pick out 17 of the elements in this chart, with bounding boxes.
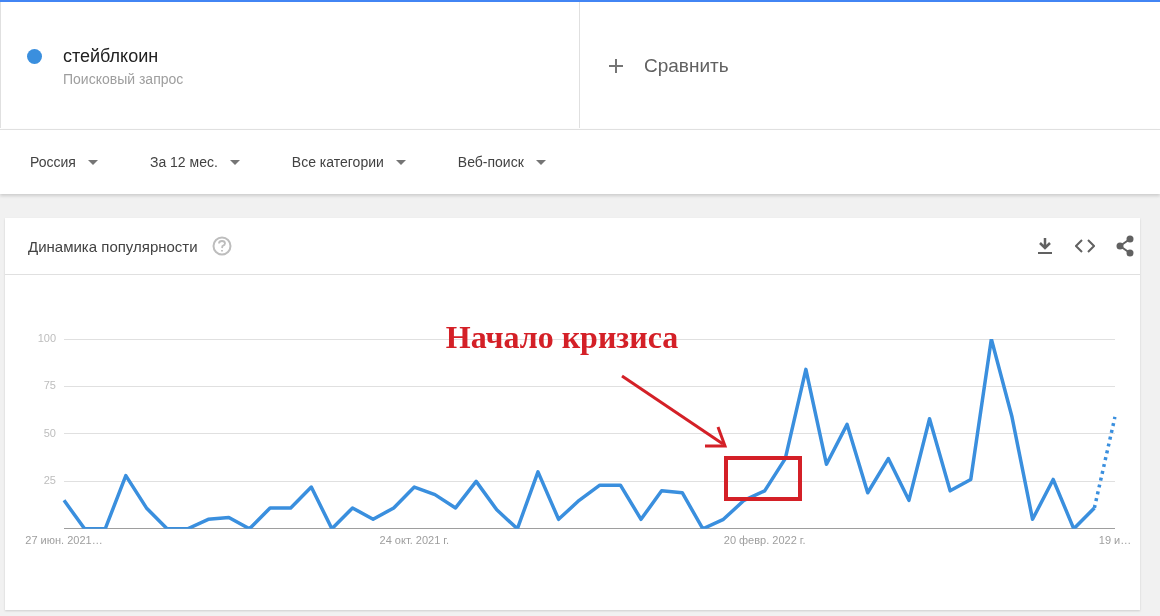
x-tick-label: 19 и… <box>1098 534 1132 547</box>
x-tick-label: 20 февр. 2022 г. <box>723 534 806 547</box>
y-tick-label: 75 <box>43 379 56 392</box>
legend-label: стейблкоин <box>63 46 159 67</box>
chart-title: Динамика популярности <box>28 237 198 255</box>
text: Россия <box>30 154 76 170</box>
text: За 12 мес. <box>149 154 218 170</box>
text: Веб-поиск <box>457 154 524 170</box>
annotation: Начало кризиса <box>444 319 680 355</box>
chart-subtitle: Поисковый запрос <box>63 71 184 87</box>
y-tick-label: 100 <box>37 332 56 345</box>
text: Сравнить <box>644 55 729 77</box>
y-tick-label: 25 <box>43 474 56 487</box>
x-tick-label: 27 июн. 2021… <box>25 534 103 547</box>
x-tick-label: 24 окт. 2021 г. <box>379 534 450 547</box>
y-tick-label: 50 <box>43 426 56 439</box>
text: Все категории <box>291 154 384 170</box>
